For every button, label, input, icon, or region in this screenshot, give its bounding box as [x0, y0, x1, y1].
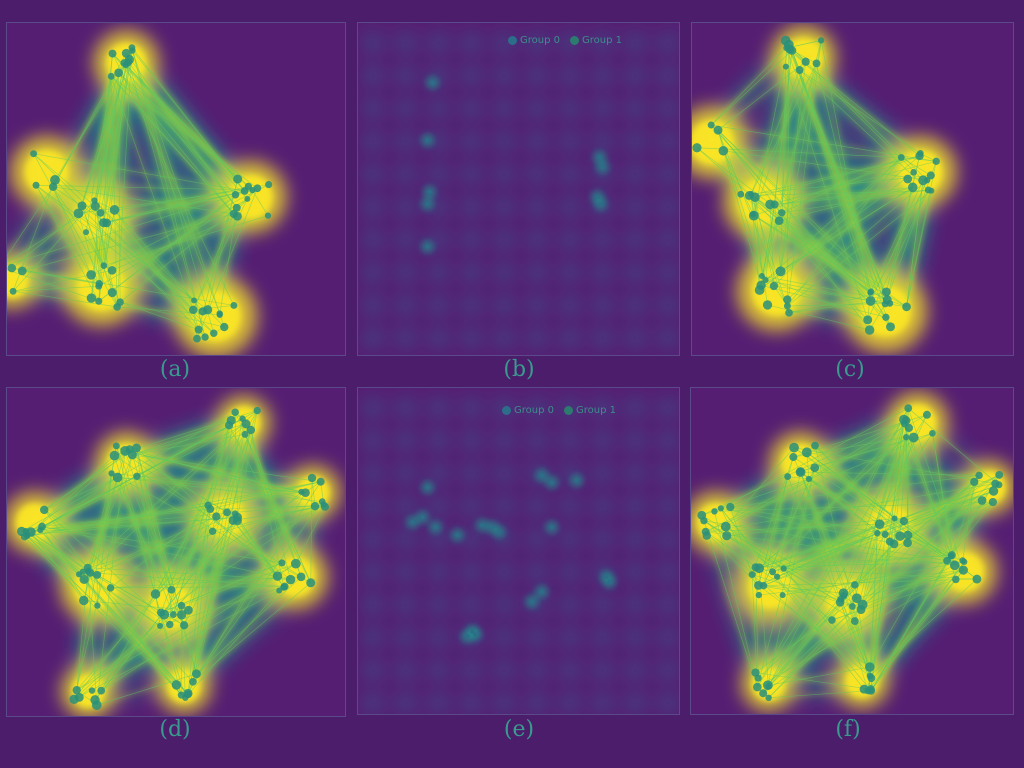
legend-b-group1-label: Group 1 — [582, 35, 622, 46]
graph-edges — [696, 40, 937, 331]
graph-nodes — [697, 404, 1004, 702]
legend-e-group0-dot — [502, 406, 511, 415]
legend-b-group0: Group 0 — [508, 35, 560, 46]
panel-a — [6, 22, 346, 356]
legend-e-group0-label: Group 0 — [514, 405, 554, 416]
panel-f-graph — [691, 392, 1013, 712]
panel-d-graph — [7, 395, 340, 716]
caption-d: (d) — [159, 717, 191, 742]
caption-f: (f) — [835, 717, 861, 742]
panel-b: Group 0 Group 1 — [357, 22, 680, 356]
legend-e-group0: Group 0 — [502, 405, 554, 416]
graph-nodes — [17, 406, 329, 710]
legend-e-group1-dot — [564, 406, 573, 415]
graph-edges — [701, 407, 1000, 699]
legend-b-group1: Group 1 — [570, 35, 622, 46]
legend-e-group1-label: Group 1 — [576, 405, 616, 416]
graph-nodes — [7, 44, 273, 343]
legend-b: Group 0 Group 1 — [508, 35, 622, 46]
legend-b-group0-label: Group 0 — [520, 35, 560, 46]
grid-pattern — [362, 397, 679, 713]
legend-e: Group 0 Group 1 — [502, 405, 616, 416]
caption-e: (e) — [503, 717, 535, 742]
caption-c: (c) — [835, 357, 865, 382]
grid-pattern — [362, 32, 679, 349]
panel-f — [690, 387, 1014, 715]
panel-c — [691, 22, 1014, 356]
panel-e: Group 0 Group 1 — [357, 387, 680, 715]
legend-b-group0-dot — [508, 36, 517, 45]
scatter-glow — [405, 468, 617, 644]
graph-edges — [21, 410, 326, 706]
caption-a: (a) — [159, 357, 191, 382]
panel-c-graph — [692, 25, 957, 353]
caption-b: (b) — [503, 357, 535, 382]
scatter-glow — [420, 75, 610, 254]
scatter-points — [425, 80, 605, 249]
panel-a-graph — [7, 30, 287, 355]
panel-e-scatter — [362, 397, 679, 713]
legend-e-group1: Group 1 — [564, 405, 616, 416]
legend-b-group1-dot — [570, 36, 579, 45]
graph-nodes — [692, 35, 940, 335]
scatter-points — [410, 473, 612, 639]
graph-edges — [7, 47, 269, 339]
panel-b-scatter — [362, 32, 679, 349]
panel-d — [6, 387, 346, 717]
